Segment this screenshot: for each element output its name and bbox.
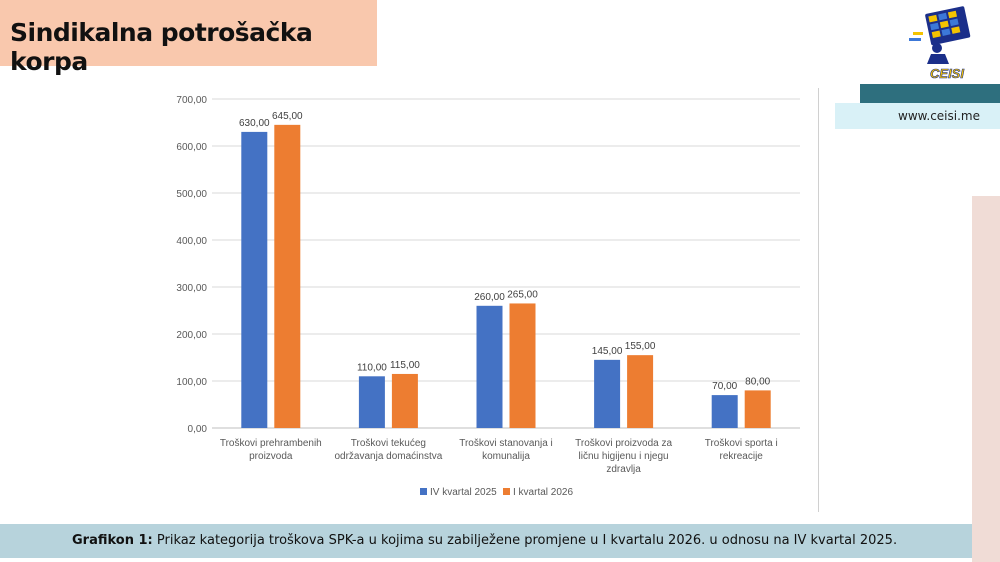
caption-bar: Grafikon 1: Prikaz kategorija troškova S… — [0, 524, 972, 558]
bar — [358, 376, 385, 428]
x-tick-label: rekreacije — [720, 451, 764, 462]
data-label: 145,00 — [592, 346, 623, 357]
data-label: 110,00 — [357, 362, 387, 373]
bar — [241, 131, 268, 428]
y-tick-label: 600,00 — [176, 142, 207, 153]
y-tick-label: 0,00 — [188, 424, 208, 435]
y-tick-label: 700,00 — [176, 95, 207, 106]
x-tick-label: Troškovi proizvoda za — [575, 438, 672, 449]
x-tick-label: Troškovi stanovanja i — [459, 438, 553, 449]
caption-label: Grafikon 1: — [72, 533, 153, 548]
x-tick-label: Troškovi prehrambenih — [220, 438, 322, 449]
x-tick-label: održavanja domaćinstva — [334, 451, 442, 462]
caption-text: Prikaz kategorija troškova SPK-a u kojim… — [156, 533, 898, 548]
data-label: 115,00 — [390, 360, 420, 371]
y-tick-label: 400,00 — [176, 236, 207, 247]
x-tick-label: Troškovi tekućeg — [351, 438, 426, 449]
x-tick-label: zdravlja — [606, 464, 641, 475]
data-label: 265,00 — [507, 289, 538, 300]
accent-bar — [860, 84, 1000, 103]
x-tick-label: Troškovi sporta i — [705, 438, 778, 449]
data-label: 155,00 — [625, 341, 656, 352]
x-tick-label: ličnu higijenu i njegu — [579, 451, 669, 462]
data-label: 260,00 — [474, 292, 505, 303]
side-strip — [972, 196, 1000, 562]
legend-swatch — [420, 488, 427, 495]
legend-label: IV kvartal 2025 — [430, 487, 497, 498]
y-tick-label: 500,00 — [176, 189, 207, 200]
title-banner: Sindikalna potrošačka korpa — [0, 0, 377, 76]
logo-text: CEISI — [930, 66, 964, 81]
bar — [274, 124, 301, 428]
y-tick-label: 200,00 — [176, 330, 207, 341]
site-url[interactable]: www.ceisi.me — [898, 109, 980, 123]
bar — [744, 390, 771, 428]
bar — [391, 373, 418, 428]
bar — [476, 305, 503, 428]
bar — [627, 355, 654, 428]
page-title: Sindikalna potrošačka korpa — [10, 18, 313, 76]
divider-line — [818, 88, 819, 512]
ceisi-logo-icon: CEISI — [909, 6, 971, 81]
legend-swatch — [503, 488, 510, 495]
x-tick-label: proizvoda — [249, 451, 293, 462]
x-tick-label: komunalija — [482, 451, 530, 462]
figure-caption: Grafikon 1: Prikaz kategorija troškova S… — [72, 533, 897, 548]
legend-label: I kvartal 2026 — [513, 487, 573, 498]
url-box: www.ceisi.me — [835, 103, 1000, 129]
data-label: 630,00 — [239, 118, 270, 129]
y-tick-label: 100,00 — [176, 377, 207, 388]
bar — [711, 395, 738, 428]
data-label: 80,00 — [745, 376, 770, 387]
bar — [509, 303, 536, 428]
y-tick-label: 300,00 — [176, 283, 207, 294]
bar — [594, 359, 621, 428]
data-label: 645,00 — [272, 111, 303, 122]
data-label: 70,00 — [712, 381, 737, 392]
